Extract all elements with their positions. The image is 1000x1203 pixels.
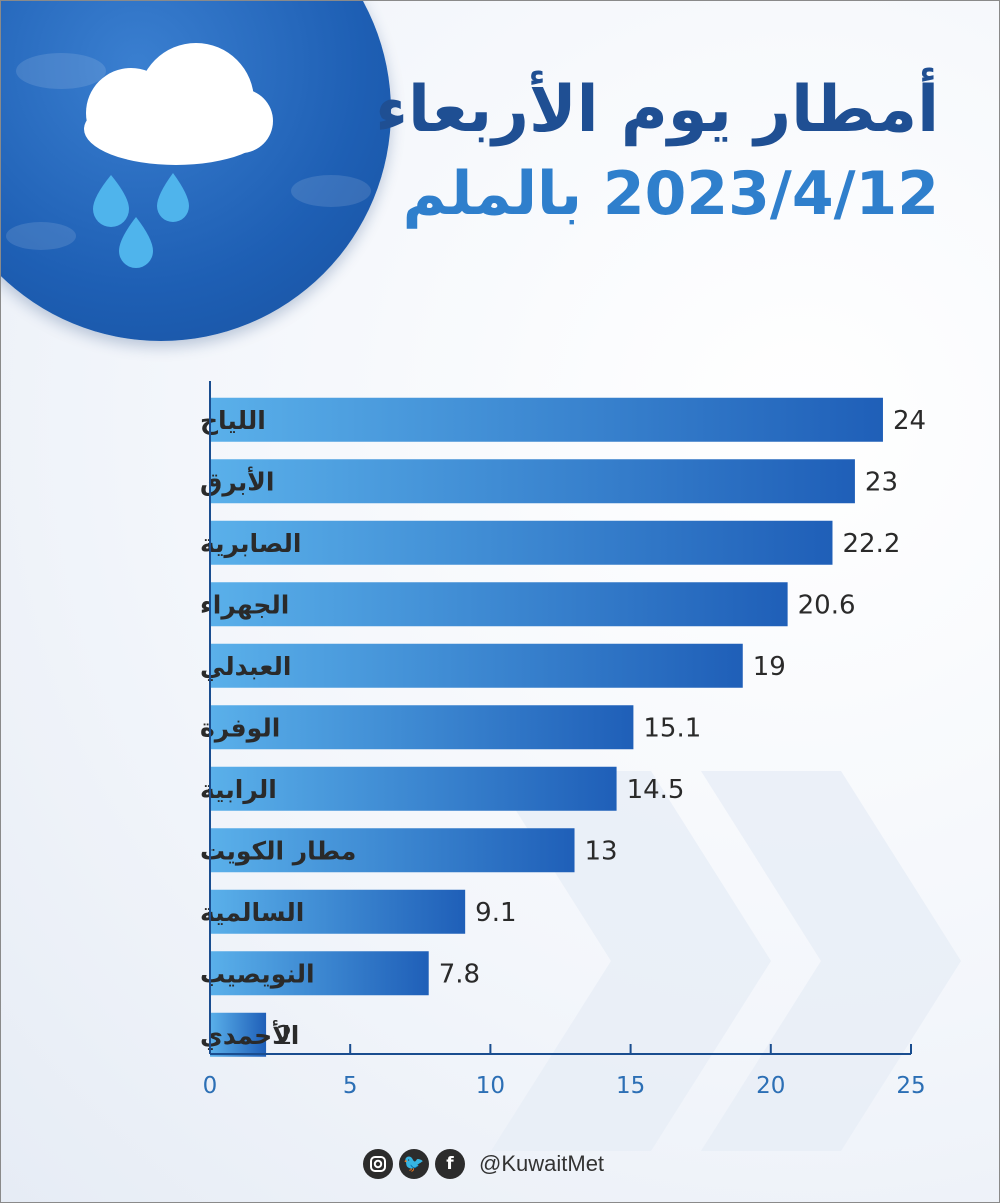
social-footer: 🐦 f @KuwaitMet [363, 1149, 604, 1179]
x-tick-label: 25 [896, 1073, 925, 1099]
x-tick-label: 0 [203, 1073, 218, 1099]
bar-value-label: 2 [276, 1021, 293, 1051]
bar [210, 705, 634, 750]
bar-value-label: 22.2 [842, 529, 900, 559]
twitter-icon[interactable]: 🐦 [399, 1149, 429, 1179]
bar-value-label: 23 [865, 467, 898, 497]
category-label: العبدلي [200, 652, 291, 681]
category-label: الجهراء [200, 590, 289, 620]
rainfall-bar-chart: 24اللياح23الأبرق22.2الصابرية20.6الجهراء1… [200, 381, 926, 1099]
bar [210, 397, 883, 442]
bar-value-label: 24 [893, 406, 926, 436]
bar [210, 766, 617, 811]
bar-value-label: 7.8 [439, 959, 480, 989]
bar-value-label: 19 [753, 652, 786, 682]
bar [210, 582, 788, 627]
bar-value-label: 13 [585, 836, 618, 866]
bar-value-label: 14.5 [627, 775, 685, 805]
bar [210, 459, 855, 504]
category-label: مطار الكويت [200, 836, 356, 866]
instagram-icon[interactable] [363, 1149, 393, 1179]
social-handle[interactable]: @KuwaitMet [479, 1151, 605, 1176]
x-tick-label: 15 [616, 1073, 645, 1099]
category-label: الرابية [200, 775, 277, 805]
category-label: الأبرق [200, 466, 274, 497]
bar [210, 951, 429, 996]
facebook-icon[interactable]: f [435, 1149, 465, 1179]
chart-title: أمطار يوم الأربعاء [375, 73, 939, 147]
x-tick-label: 20 [756, 1073, 785, 1099]
bar [210, 643, 743, 688]
category-label: الوفرة [200, 713, 280, 743]
category-label: الأحمدي [200, 1020, 299, 1051]
bar [210, 828, 575, 873]
bar [210, 1012, 267, 1057]
bar [210, 889, 466, 934]
category-label: النويصيب [200, 959, 315, 989]
category-label: الصابرية [200, 529, 301, 559]
bar-value-label: 9.1 [475, 898, 516, 928]
chart-subtitle: 2023/4/12 بالملم [402, 159, 939, 229]
bar [210, 520, 833, 565]
x-tick-label: 10 [476, 1073, 505, 1099]
rain-cloud-icon [6, 43, 371, 268]
category-label: السالمية [200, 898, 304, 927]
bar-value-label: 15.1 [643, 713, 701, 743]
bar-value-label: 20.6 [798, 590, 856, 620]
x-tick-label: 5 [343, 1073, 358, 1099]
